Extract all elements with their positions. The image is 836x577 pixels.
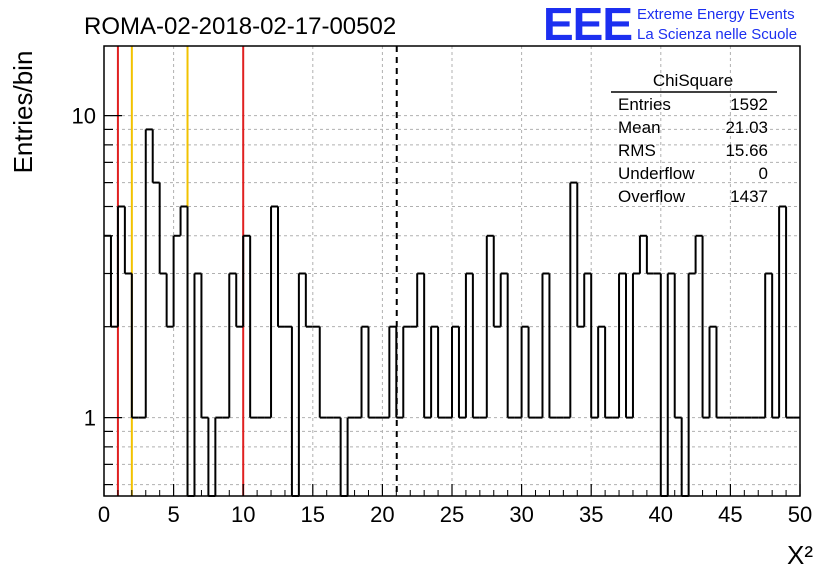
x-tick-label: 40 [649,502,673,527]
x-tick-label: 35 [579,502,603,527]
y-tick-label: 10 [72,104,96,129]
stats-row-value: 1437 [730,187,768,206]
x-tick-label: 45 [718,502,742,527]
logo-line-2: La Scienza nelle Scuole [637,26,797,43]
x-tick-label: 15 [301,502,325,527]
x-tick-label: 50 [788,502,812,527]
x-tick-label: 5 [167,502,179,527]
stats-row-label: RMS [618,141,656,160]
x-tick-label: 20 [370,502,394,527]
stats-row-value: 21.03 [725,118,768,137]
stats-row-label: Mean [618,118,661,137]
eee-logo: EEE [543,0,632,50]
stats-row-label: Entries [618,95,671,114]
stats-rows: Entries 1592 Mean 21.03 RMS 15.66 Underflow 0 Ov… [618,95,768,206]
x-tick-label: 10 [231,502,255,527]
y-axis-label: Entries/bin [8,51,38,174]
x-tick-label: 30 [509,502,533,527]
tick-layer: 0 5 10 15 20 25 30 35 40 45 50 1 10 [72,104,813,527]
stats-title: ChiSquare [653,71,733,90]
stats-row-value: 15.66 [725,141,768,160]
x-tick-label: 25 [440,502,464,527]
run-title: ROMA-02-2018-02-17-00502 [84,13,396,40]
stats-row-label: Overflow [618,187,686,206]
stats-row-value: 1592 [730,95,768,114]
stats-row-label: Underflow [618,164,695,183]
histogram-layer [104,128,800,497]
stats-box: ChiSquare Entries 1592 Mean 21.03 RMS 15.66 Un… [611,71,777,206]
x-tick-label: 0 [98,502,110,527]
logo-line-1: Extreme Energy Events [637,6,795,23]
x-axis-label: X² [787,540,813,570]
stats-row-value: 0 [759,164,768,183]
y-tick-label: 1 [84,406,96,431]
